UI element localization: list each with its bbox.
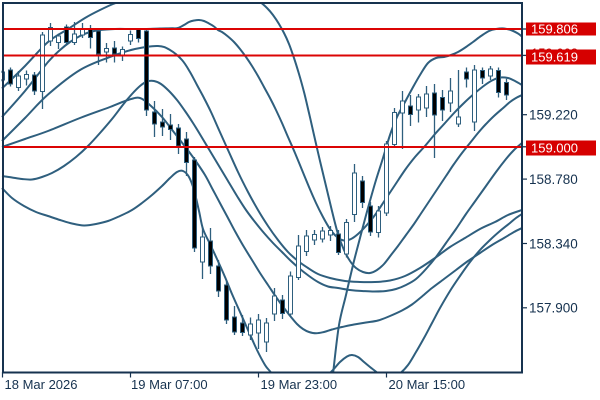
svg-text:159.220: 159.220: [529, 108, 578, 123]
svg-text:20 Mar 15:00: 20 Mar 15:00: [389, 377, 466, 392]
svg-text:158.780: 158.780: [529, 172, 578, 187]
svg-text:19 Mar 07:00: 19 Mar 07:00: [131, 377, 208, 392]
svg-text:158.340: 158.340: [529, 236, 578, 251]
svg-text:159.000: 159.000: [531, 141, 578, 156]
svg-text:159.619: 159.619: [531, 50, 578, 65]
svg-text:18 Mar 2026: 18 Mar 2026: [5, 377, 78, 392]
svg-text:159.806: 159.806: [531, 22, 578, 37]
svg-text:19 Mar 23:00: 19 Mar 23:00: [261, 377, 338, 392]
svg-text:157.900: 157.900: [529, 301, 578, 316]
